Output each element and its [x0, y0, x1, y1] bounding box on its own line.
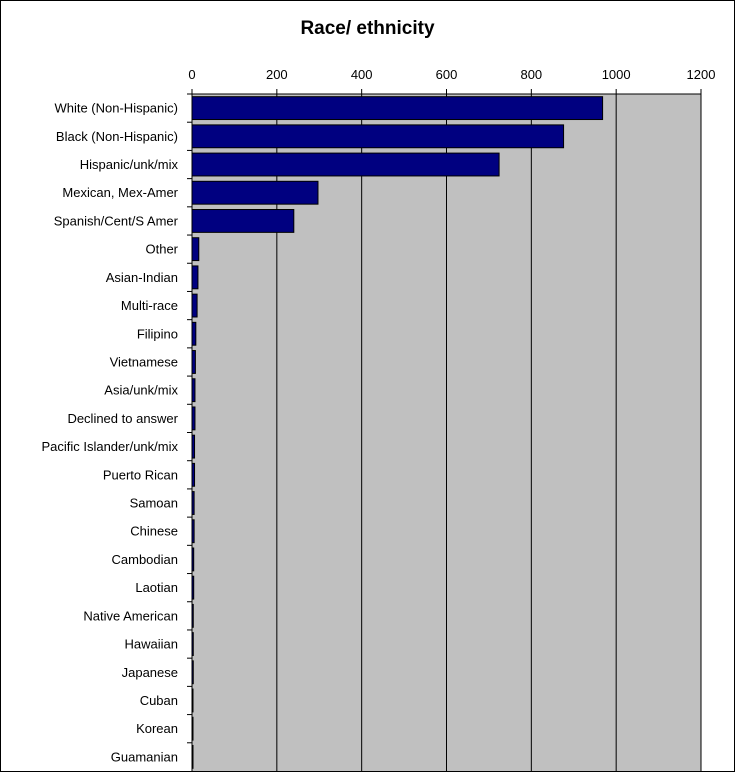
x-tick-label: 600: [436, 67, 458, 82]
category-label: Filipino: [137, 326, 178, 341]
category-label: Pacific Islander/unk/mix: [41, 439, 178, 454]
x-tick-label: 400: [351, 67, 373, 82]
category-label: Declined to answer: [67, 411, 178, 426]
bar: [191, 96, 604, 121]
category-label: Spanish/Cent/S Amer: [54, 213, 179, 228]
category-label: Native American: [83, 608, 178, 623]
x-tick-label: 800: [520, 67, 542, 82]
x-tick-label: 0: [188, 67, 195, 82]
category-label: Hispanic/unk/mix: [80, 157, 179, 172]
chart-title: Race/ ethnicity: [300, 18, 435, 39]
bar: [191, 350, 196, 374]
category-label: Chinese: [130, 524, 178, 539]
bar: [191, 265, 199, 290]
category-label: Korean: [136, 721, 178, 736]
bar: [191, 293, 198, 318]
category-label: Laotian: [135, 580, 178, 595]
bar: [191, 209, 295, 233]
bar: [191, 321, 197, 346]
category-label: White (Non-Hispanic): [54, 101, 178, 116]
category-label: Puerto Rican: [103, 467, 178, 482]
category-label: Guamanian: [111, 749, 178, 764]
bar: [191, 152, 500, 177]
bar: [191, 124, 565, 149]
category-label: Hawaiian: [125, 637, 178, 652]
category-label: Asia/unk/mix: [104, 383, 178, 398]
category-label: Other: [145, 242, 178, 257]
bar: [191, 180, 319, 205]
category-label: Cambodian: [112, 552, 179, 567]
category-label: Samoan: [130, 496, 178, 511]
category-label: Black (Non-Hispanic): [56, 129, 178, 144]
category-label: Asian-Indian: [106, 270, 178, 285]
category-label: Cuban: [140, 693, 178, 708]
x-tick-label: 1200: [687, 67, 716, 82]
category-label: Multi-race: [121, 298, 178, 313]
category-label: Mexican, Mex-Amer: [62, 185, 178, 200]
x-tick-label: 200: [266, 67, 288, 82]
category-label: Japanese: [122, 665, 178, 680]
bar: [191, 237, 200, 262]
category-label: Vietnamese: [110, 354, 178, 369]
x-tick-label: 1000: [602, 67, 631, 82]
